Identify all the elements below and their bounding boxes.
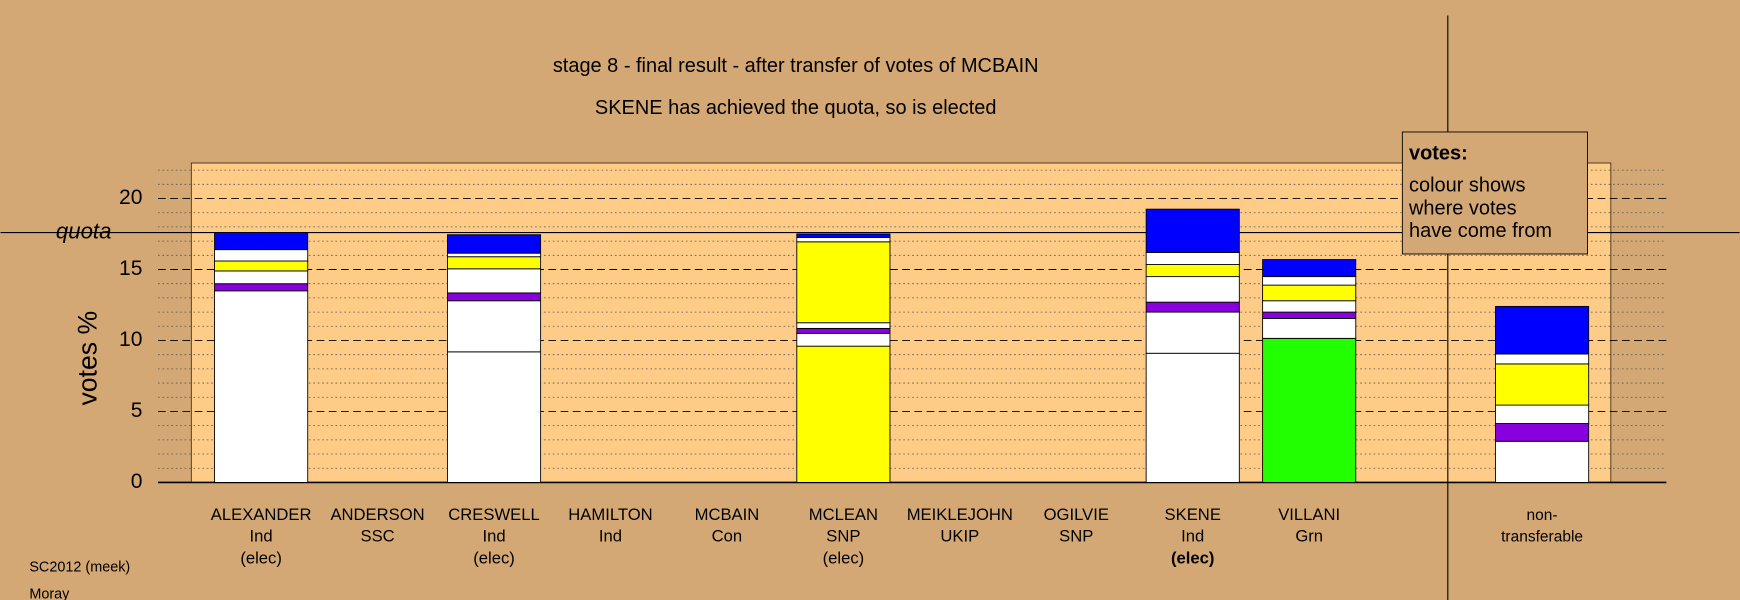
- bar-segment: [214, 283, 309, 292]
- legend-text: colour shows: [1409, 175, 1525, 197]
- x-tick-label: UKIP: [940, 527, 979, 546]
- x-tick-label: (elec): [1171, 548, 1214, 567]
- x-tick-label: SNP: [1059, 527, 1093, 546]
- footer-text: SC2012 (meek): [29, 560, 130, 576]
- x-tick-label: Ind: [482, 527, 505, 546]
- bar-segment: [1145, 208, 1240, 253]
- y-tick-label: 0: [131, 470, 143, 493]
- bar-segment: [1495, 423, 1590, 442]
- x-tick-label: SNP: [826, 527, 860, 546]
- x-tick-label: MCLEAN: [809, 505, 878, 524]
- plot: 0 5 10 15 20 quota ALEXANDER Ind (elec) ANDERSON S…: [0, 131, 1740, 567]
- bar-segment: [1145, 311, 1240, 354]
- x-tick-label: transferable: [1501, 528, 1583, 545]
- bar-segment: [1145, 276, 1240, 303]
- bar-segment: [1495, 404, 1590, 424]
- bar-segment: [796, 322, 891, 329]
- bar-segment: [214, 270, 309, 285]
- x-tick-label: HAMILTON: [568, 505, 652, 524]
- x-tick-label: (elec): [823, 548, 865, 567]
- x-tick-label: non-: [1527, 507, 1558, 524]
- footer-text: Moray: [29, 586, 70, 600]
- bar-segment: [1145, 264, 1240, 278]
- y-axis-label: votes %: [72, 311, 102, 406]
- bar-segment: [1262, 276, 1357, 286]
- bar-segment: [1262, 337, 1357, 483]
- chart-subtitle: SKENE has achieved the quota, so is elec…: [595, 97, 997, 119]
- y-tick-label: 20: [119, 186, 142, 209]
- legend-box: [1401, 131, 1589, 255]
- bar-segment: [447, 268, 542, 294]
- x-tick-label: Con: [712, 527, 743, 546]
- x-tick-label: Ind: [599, 527, 622, 546]
- bar-segment: [1262, 300, 1357, 313]
- bar-segment: [1495, 440, 1590, 483]
- bar-segment: [1262, 311, 1357, 319]
- bar-segment: [447, 234, 542, 254]
- x-tick-label: ALEXANDER: [211, 505, 312, 524]
- bar-segment: [796, 332, 891, 347]
- x-tick-label: Ind: [250, 527, 273, 546]
- y-tick-label: 15: [119, 257, 142, 280]
- legend-text: have come from: [1409, 220, 1552, 242]
- x-tick-label: CRESWELL: [448, 505, 539, 524]
- y-tick-label: 5: [131, 399, 143, 422]
- x-tick-label: (elec): [473, 548, 515, 567]
- bar-segment: [1495, 305, 1590, 355]
- bar-segment: [796, 241, 891, 324]
- legend-text: where votes: [1408, 197, 1517, 219]
- bar-segment: [796, 327, 891, 334]
- bar-segment: [1145, 252, 1240, 265]
- legend-title: votes:: [1409, 142, 1468, 164]
- bar-segment: [1262, 259, 1357, 278]
- bar-segment: [447, 351, 542, 483]
- x-tick-label: MCBAIN: [695, 505, 760, 524]
- bar-segment: [796, 237, 891, 243]
- bar-segment: [1262, 318, 1357, 339]
- bar-segment: [1495, 363, 1590, 406]
- bar-segment: [447, 256, 542, 270]
- x-tick-label: SKENE: [1165, 505, 1221, 524]
- chart-title: stage 8 - final result - after transfer …: [553, 55, 1039, 77]
- bar-segment: [214, 249, 309, 262]
- bar-segment: [447, 292, 542, 302]
- bar-segment: [796, 233, 891, 239]
- plot-area: [190, 162, 1612, 483]
- bar-segment: [1145, 352, 1240, 483]
- y-tick-label: 10: [119, 328, 142, 351]
- bar-segment: [447, 300, 542, 353]
- bar-segment: [796, 345, 891, 483]
- x-tick-label: OGILVIE: [1044, 505, 1109, 524]
- bar-segment: [214, 232, 309, 251]
- x-tick-label: ANDERSON: [330, 505, 424, 524]
- x-tick-label: Ind: [1181, 527, 1204, 546]
- bar-segment: [1495, 353, 1590, 365]
- x-tick-label: MEIKLEJOHN: [907, 505, 1013, 524]
- x-tick-label: (elec): [240, 548, 282, 567]
- bar-segment: [447, 252, 542, 258]
- x-tick-label: SSC: [360, 527, 394, 546]
- x-tick-label: Grn: [1295, 527, 1323, 546]
- bar-segment: [1262, 284, 1357, 302]
- bar-segment: [214, 290, 309, 483]
- bar-segment: [214, 260, 309, 272]
- x-tick-label: VILLANI: [1278, 505, 1340, 524]
- quota-label: quota: [56, 218, 111, 243]
- bar-segment: [1145, 301, 1240, 313]
